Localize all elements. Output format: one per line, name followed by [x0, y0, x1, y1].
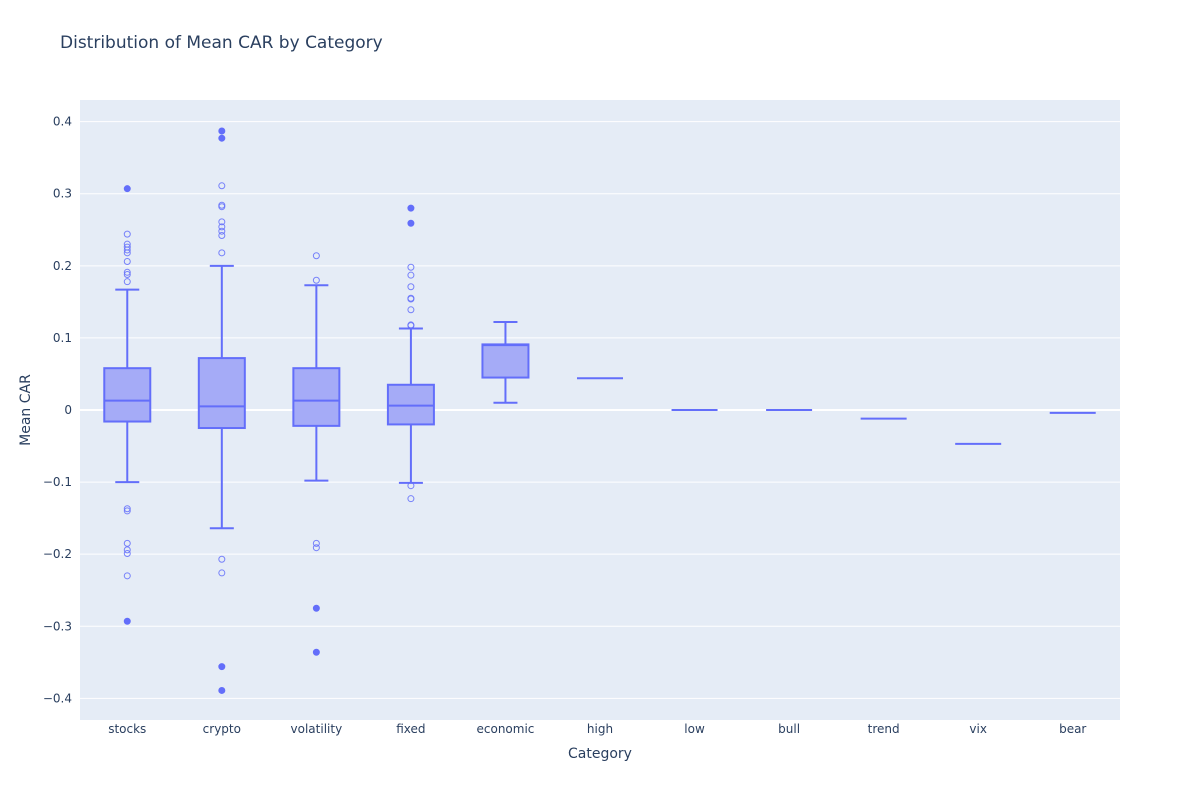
- chart-title: Distribution of Mean CAR by Category: [60, 33, 383, 53]
- y-tick-label: 0.1: [53, 331, 72, 345]
- outlier-point: [218, 134, 226, 142]
- box-stocks: [103, 185, 152, 625]
- y-tick-labels: 0.4 0.3 0.2 0.1 0 −0.1 −0.2 −0.3 −0.4: [43, 115, 72, 706]
- y-tick-label: 0.2: [53, 259, 72, 273]
- suspected-outlier-point: [123, 246, 131, 254]
- iqr-box: [481, 343, 530, 379]
- suspected-outlier-point: [218, 223, 226, 231]
- box-crypto: [197, 127, 246, 694]
- x-tick-label: bear: [1059, 722, 1086, 736]
- box-fixed: [386, 204, 435, 503]
- suspected-outlier-point: [218, 569, 226, 577]
- outlier-point: [218, 686, 226, 694]
- suspected-outlier-point: [407, 322, 415, 330]
- x-tick-label: low: [684, 722, 705, 736]
- outlier-point: [407, 204, 415, 212]
- x-tick-label: stocks: [108, 722, 146, 736]
- suspected-outlier-point: [123, 249, 131, 257]
- suspected-outlier-point: [312, 539, 320, 547]
- outlier-point: [407, 219, 415, 227]
- suspected-outlier-point: [218, 227, 226, 235]
- y-tick-label: 0.4: [53, 115, 72, 129]
- y-tick-label: −0.1: [43, 475, 72, 489]
- suspected-outlier-point: [407, 283, 415, 291]
- suspected-outlier-point: [218, 203, 226, 211]
- suspected-outlier-point: [312, 276, 320, 284]
- suspected-outlier-point: [123, 268, 131, 276]
- suspected-outlier-point: [407, 482, 415, 490]
- suspected-outlier-point: [123, 230, 131, 238]
- outlier-point: [312, 604, 320, 612]
- suspected-outlier-point: [407, 306, 415, 314]
- x-tick-label: high: [587, 722, 613, 736]
- outlier-point: [312, 648, 320, 656]
- suspected-outlier-point: [123, 572, 131, 580]
- box-plots: [103, 127, 1096, 694]
- suspected-outlier-point: [218, 555, 226, 563]
- y-tick-label: −0.2: [43, 547, 72, 561]
- x-tick-label: trend: [868, 722, 900, 736]
- x-tick-label: volatility: [291, 722, 343, 736]
- iqr-box: [386, 383, 435, 426]
- suspected-outlier-point: [312, 544, 320, 552]
- suspected-outlier-point: [407, 295, 415, 303]
- suspected-outlier-point: [312, 252, 320, 260]
- iqr-box: [103, 367, 152, 423]
- iqr-box: [292, 367, 341, 427]
- suspected-outlier-point: [123, 507, 131, 515]
- outlier-point: [218, 663, 226, 671]
- x-tick-label: fixed: [396, 722, 425, 736]
- outlier-point: [123, 185, 131, 193]
- suspected-outlier-point: [123, 257, 131, 265]
- y-tick-label: −0.4: [43, 691, 72, 705]
- suspected-outlier-point: [407, 271, 415, 279]
- x-tick-label: bull: [778, 722, 800, 736]
- x-tick-label: crypto: [203, 722, 241, 736]
- suspected-outlier-point: [123, 270, 131, 278]
- y-tick-label: 0: [64, 403, 72, 417]
- suspected-outlier-point: [218, 218, 226, 226]
- suspected-outlier-point: [218, 182, 226, 190]
- box-volatility: [292, 252, 341, 656]
- suspected-outlier-point: [123, 549, 131, 557]
- y-tick-label: −0.3: [43, 619, 72, 633]
- x-tick-label: economic: [477, 722, 535, 736]
- box-economic: [481, 321, 530, 404]
- y-tick-label: 0.3: [53, 187, 72, 201]
- suspected-outlier-point: [123, 505, 131, 513]
- gridlines: [80, 121, 1120, 699]
- suspected-outlier-point: [123, 278, 131, 286]
- suspected-outlier-point: [407, 495, 415, 503]
- iqr-box: [197, 357, 246, 430]
- y-axis-title: Mean CAR: [18, 374, 34, 446]
- suspected-outlier-point: [123, 546, 131, 554]
- x-axis-title: Category: [568, 746, 632, 762]
- suspected-outlier-point: [218, 249, 226, 257]
- suspected-outlier-point: [407, 263, 415, 271]
- x-tick-labels: stocks crypto volatility fixed economic high l…: [108, 722, 1086, 736]
- x-tick-label: vix: [969, 722, 987, 736]
- outlier-point: [123, 617, 131, 625]
- outlier-point: [218, 127, 226, 135]
- suspected-outlier-point: [218, 232, 226, 240]
